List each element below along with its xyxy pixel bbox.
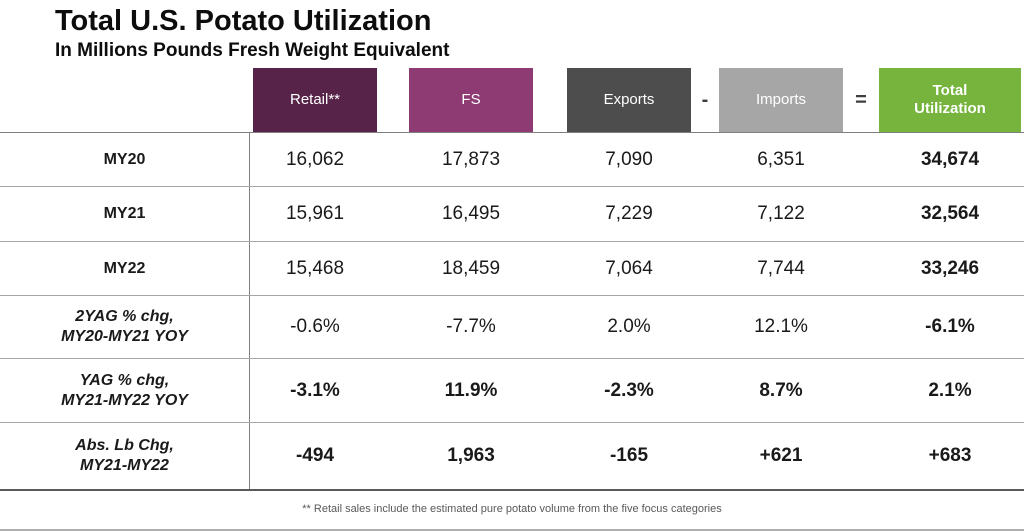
cell-retail: -0.6% xyxy=(290,316,340,337)
cell-imports: 8.7% xyxy=(759,379,803,401)
minus-operator: - xyxy=(701,88,709,111)
cell-imports: 6,351 xyxy=(757,148,805,170)
row-label: YAG % chg, MY21-MY22 YOY xyxy=(0,359,250,422)
footnote-area: ** Retail sales include the estimated pu… xyxy=(0,491,1024,527)
cell-total: 34,674 xyxy=(920,148,980,170)
cell-fs: 17,873 xyxy=(441,148,501,170)
header-retail: Retail** xyxy=(253,68,377,132)
cell-exports: 7,090 xyxy=(605,148,653,170)
row-label: MY21 xyxy=(0,187,250,241)
cell-retail: -3.1% xyxy=(290,379,340,401)
cell-exports: 2.0% xyxy=(607,316,651,337)
cell-retail: 15,961 xyxy=(285,203,345,224)
cell-retail: 15,468 xyxy=(285,257,345,279)
cell-imports: 12.1% xyxy=(754,316,808,337)
header-total-utilization: Total Utilization xyxy=(879,68,1021,132)
row-label: MY22 xyxy=(0,242,250,295)
cell-exports: 7,229 xyxy=(605,203,653,224)
cell-exports: -2.3% xyxy=(604,379,654,401)
cell-total: +683 xyxy=(928,445,972,466)
table-header-row: Retail** FS Exports - Imports = Total Ut… xyxy=(0,68,1024,133)
cell-retail: -494 xyxy=(295,445,335,466)
cell-imports: 7,122 xyxy=(757,203,805,224)
cell-fs: -7.7% xyxy=(446,316,496,337)
cell-fs: 16,495 xyxy=(441,203,501,224)
header-spacer xyxy=(0,68,250,132)
header-fs: FS xyxy=(409,68,533,132)
cell-fs: 1,963 xyxy=(447,445,495,466)
cell-total: 32,564 xyxy=(920,203,980,224)
cell-retail: 16,062 xyxy=(285,148,345,170)
table-row-my20: MY20 16,062 17,873 7,090 6,351 34,674 xyxy=(0,133,1024,187)
equals-operator: = xyxy=(855,88,867,111)
table-row-my22: MY22 15,468 18,459 7,064 7,744 33,246 xyxy=(0,242,1024,296)
page-subtitle: In Millions Pounds Fresh Weight Equivale… xyxy=(55,40,450,61)
page-title: Total U.S. Potato Utilization xyxy=(55,5,432,37)
table-row-yag-pct-chg: YAG % chg, MY21-MY22 YOY -3.1% 11.9% -2.… xyxy=(0,359,1024,423)
cell-total: 33,246 xyxy=(920,257,980,279)
cell-exports: -165 xyxy=(609,445,649,466)
row-label: 2YAG % chg, MY20-MY21 YOY xyxy=(0,296,250,358)
table-row-abs-lb-chg: Abs. Lb Chg, MY21-MY22 -494 1,963 -165 +… xyxy=(0,423,1024,491)
cell-total: 2.1% xyxy=(928,379,972,401)
cell-exports: 7,064 xyxy=(605,257,653,279)
row-label: Abs. Lb Chg, MY21-MY22 xyxy=(0,423,250,489)
bottom-edge-bar xyxy=(0,529,1024,531)
table-row-my21: MY21 15,961 16,495 7,229 7,122 32,564 xyxy=(0,187,1024,242)
header-exports: Exports xyxy=(567,68,691,132)
cell-fs: 11.9% xyxy=(444,379,498,401)
title-block: Total U.S. Potato Utilization In Million… xyxy=(0,0,1024,68)
cell-total: -6.1% xyxy=(925,316,975,337)
table-row-2yag-pct-chg: 2YAG % chg, MY20-MY21 YOY -0.6% -7.7% 2.… xyxy=(0,296,1024,359)
retail-footnote: ** Retail sales include the estimated pu… xyxy=(302,503,722,515)
header-imports: Imports xyxy=(719,68,843,132)
row-label: MY20 xyxy=(0,133,250,186)
cell-fs: 18,459 xyxy=(441,257,501,279)
cell-imports: 7,744 xyxy=(757,257,805,279)
cell-imports: +621 xyxy=(759,445,803,466)
